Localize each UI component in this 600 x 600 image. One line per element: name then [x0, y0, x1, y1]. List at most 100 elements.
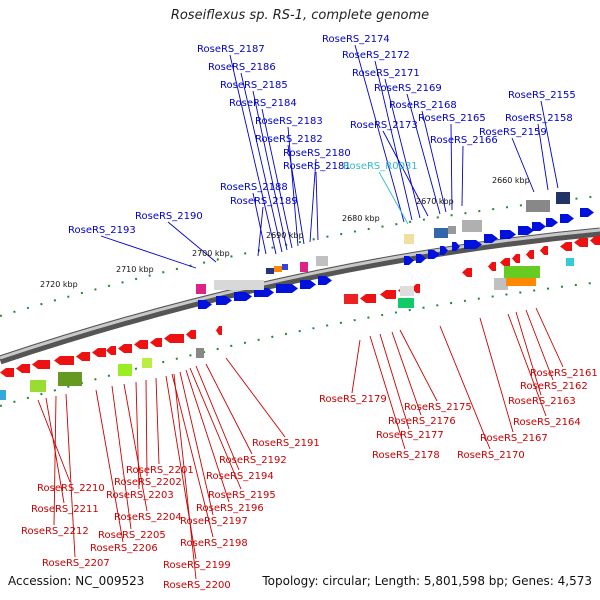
minus-gene-arrow [106, 346, 116, 355]
scale-label: 2670 kbp [416, 197, 454, 206]
minus-gene-arrow [488, 262, 496, 271]
minus-gene-label: RoseRS_2203 [106, 490, 174, 501]
label-leader-lines [37, 44, 564, 580]
rna-gene-label: RoseRS_R0031 [343, 161, 418, 172]
plus-gene-leader [252, 192, 267, 255]
minus-gene-label: RoseRS_2198 [180, 538, 248, 549]
plus-gene-leader [100, 235, 197, 269]
minus-gene-arrow [360, 294, 376, 303]
cog-feature-box [504, 266, 540, 278]
minus-gene-label: RoseRS_2200 [163, 580, 231, 591]
plus-gene-label: RoseRS_2189 [230, 196, 298, 207]
minus-gene-leader [135, 381, 140, 490]
plus-gene-arrow [198, 300, 212, 309]
minus-gene-arrow [186, 330, 196, 339]
minus-gene-leader [351, 339, 361, 394]
plus-gene-arrow [500, 230, 516, 239]
minus-gene-label: RoseRS_2179 [319, 394, 387, 405]
minus-gene-label: RoseRS_2204 [114, 512, 182, 523]
minus-gene-arrow [590, 236, 600, 245]
minus-gene-label: RoseRS_2210 [37, 483, 105, 494]
cog-feature-box [566, 258, 574, 266]
minus-gene-leader [479, 317, 514, 433]
minus-gene-label: RoseRS_2196 [196, 503, 264, 514]
plus-gene-leader [511, 137, 535, 193]
cog-feature-box [398, 298, 414, 308]
plus-gene-arrow [546, 218, 558, 227]
plus-gene-label: RoseRS_2181 [283, 161, 351, 172]
plus-gene-label: RoseRS_2172 [342, 50, 410, 61]
plus-gene-label: RoseRS_2168 [389, 100, 457, 111]
minus-gene-label: RoseRS_2212 [21, 526, 89, 537]
plus-gene-label: RoseRS_2159 [479, 127, 547, 138]
minus-gene-label: RoseRS_2163 [508, 396, 576, 407]
plus-gene-label: RoseRS_2180 [283, 148, 351, 159]
scale-label: 2700 kbp [192, 249, 230, 258]
minus-gene-leader [37, 399, 71, 483]
plus-gene-arrow [318, 276, 332, 285]
minus-gene-arrow [54, 356, 74, 365]
minus-gene-leader [195, 365, 240, 471]
plus-gene-arrow [452, 242, 460, 251]
minus-gene-leader [525, 309, 554, 381]
plus-gene-leader [257, 206, 264, 257]
plus-gene-arrow [404, 256, 414, 265]
minus-gene-leader [205, 363, 253, 455]
minus-gene-leader [399, 329, 438, 402]
minus-gene-label: RoseRS_2176 [388, 416, 456, 427]
cog-feature-box [214, 280, 264, 290]
minus-gene-leader [123, 383, 148, 512]
minus-gene-label: RoseRS_2207 [42, 558, 110, 569]
minus-gene-label: RoseRS_2195 [208, 490, 276, 501]
minus-gene-leader [189, 367, 242, 490]
cog-feature-box [196, 348, 204, 358]
plus-gene-arrow [416, 254, 426, 263]
gene-features [0, 192, 600, 400]
plus-gene-label: RoseRS_2184 [229, 98, 297, 109]
cog-feature-box [506, 278, 536, 286]
minus-gene-label: RoseRS_2201 [126, 465, 194, 476]
minus-gene-leader [391, 331, 422, 416]
minus-gene-arrow [134, 340, 148, 349]
cog-feature-box [300, 262, 308, 272]
minus-gene-label: RoseRS_2191 [252, 438, 320, 449]
minus-gene-leader [535, 307, 564, 368]
plus-gene-label: RoseRS_2193 [68, 225, 136, 236]
plus-gene-arrow [518, 226, 534, 235]
minus-gene-arrow [574, 238, 588, 247]
plus-gene-arrow [300, 280, 316, 289]
minus-gene-leader [179, 371, 214, 516]
minus-gene-leader [507, 313, 547, 417]
plus-gene-arrow [532, 222, 546, 231]
plus-gene-leader [229, 54, 277, 255]
plus-gene-label: RoseRS_2165 [418, 113, 486, 124]
plus-gene-arrow [254, 288, 274, 297]
minus-gene-arrow [512, 254, 520, 263]
cog-feature-box [274, 266, 282, 272]
plus-gene-leader [384, 78, 421, 219]
plus-gene-arrow [484, 234, 498, 243]
rna-gene-leader [378, 171, 409, 225]
cog-feature-box [58, 372, 82, 386]
minus-gene-leader [515, 311, 542, 396]
cog-feature-box [434, 228, 448, 238]
minus-gene-label: RoseRS_2194 [206, 471, 274, 482]
minus-gene-label: RoseRS_2202 [114, 477, 182, 488]
cog-feature-box [0, 390, 6, 400]
plus-gene-label: RoseRS_2158 [505, 113, 573, 124]
plus-gene-label: RoseRS_2155 [508, 90, 576, 101]
plus-gene-arrow [580, 208, 594, 217]
minus-gene-label: RoseRS_2167 [480, 433, 548, 444]
minus-gene-leader [439, 325, 491, 450]
minus-gene-arrow [526, 250, 534, 259]
plus-gene-arrow [464, 240, 482, 249]
minus-gene-arrow [0, 368, 14, 377]
plus-gene-label: RoseRS_2173 [350, 120, 418, 131]
minus-gene-arrow [462, 268, 472, 277]
cog-feature-box [556, 192, 570, 204]
minus-gene-leader [95, 389, 124, 543]
scale-label: 2680 kbp [342, 214, 380, 223]
plus-gene-leader [374, 60, 413, 221]
minus-gene-label: RoseRS_2192 [219, 455, 287, 466]
